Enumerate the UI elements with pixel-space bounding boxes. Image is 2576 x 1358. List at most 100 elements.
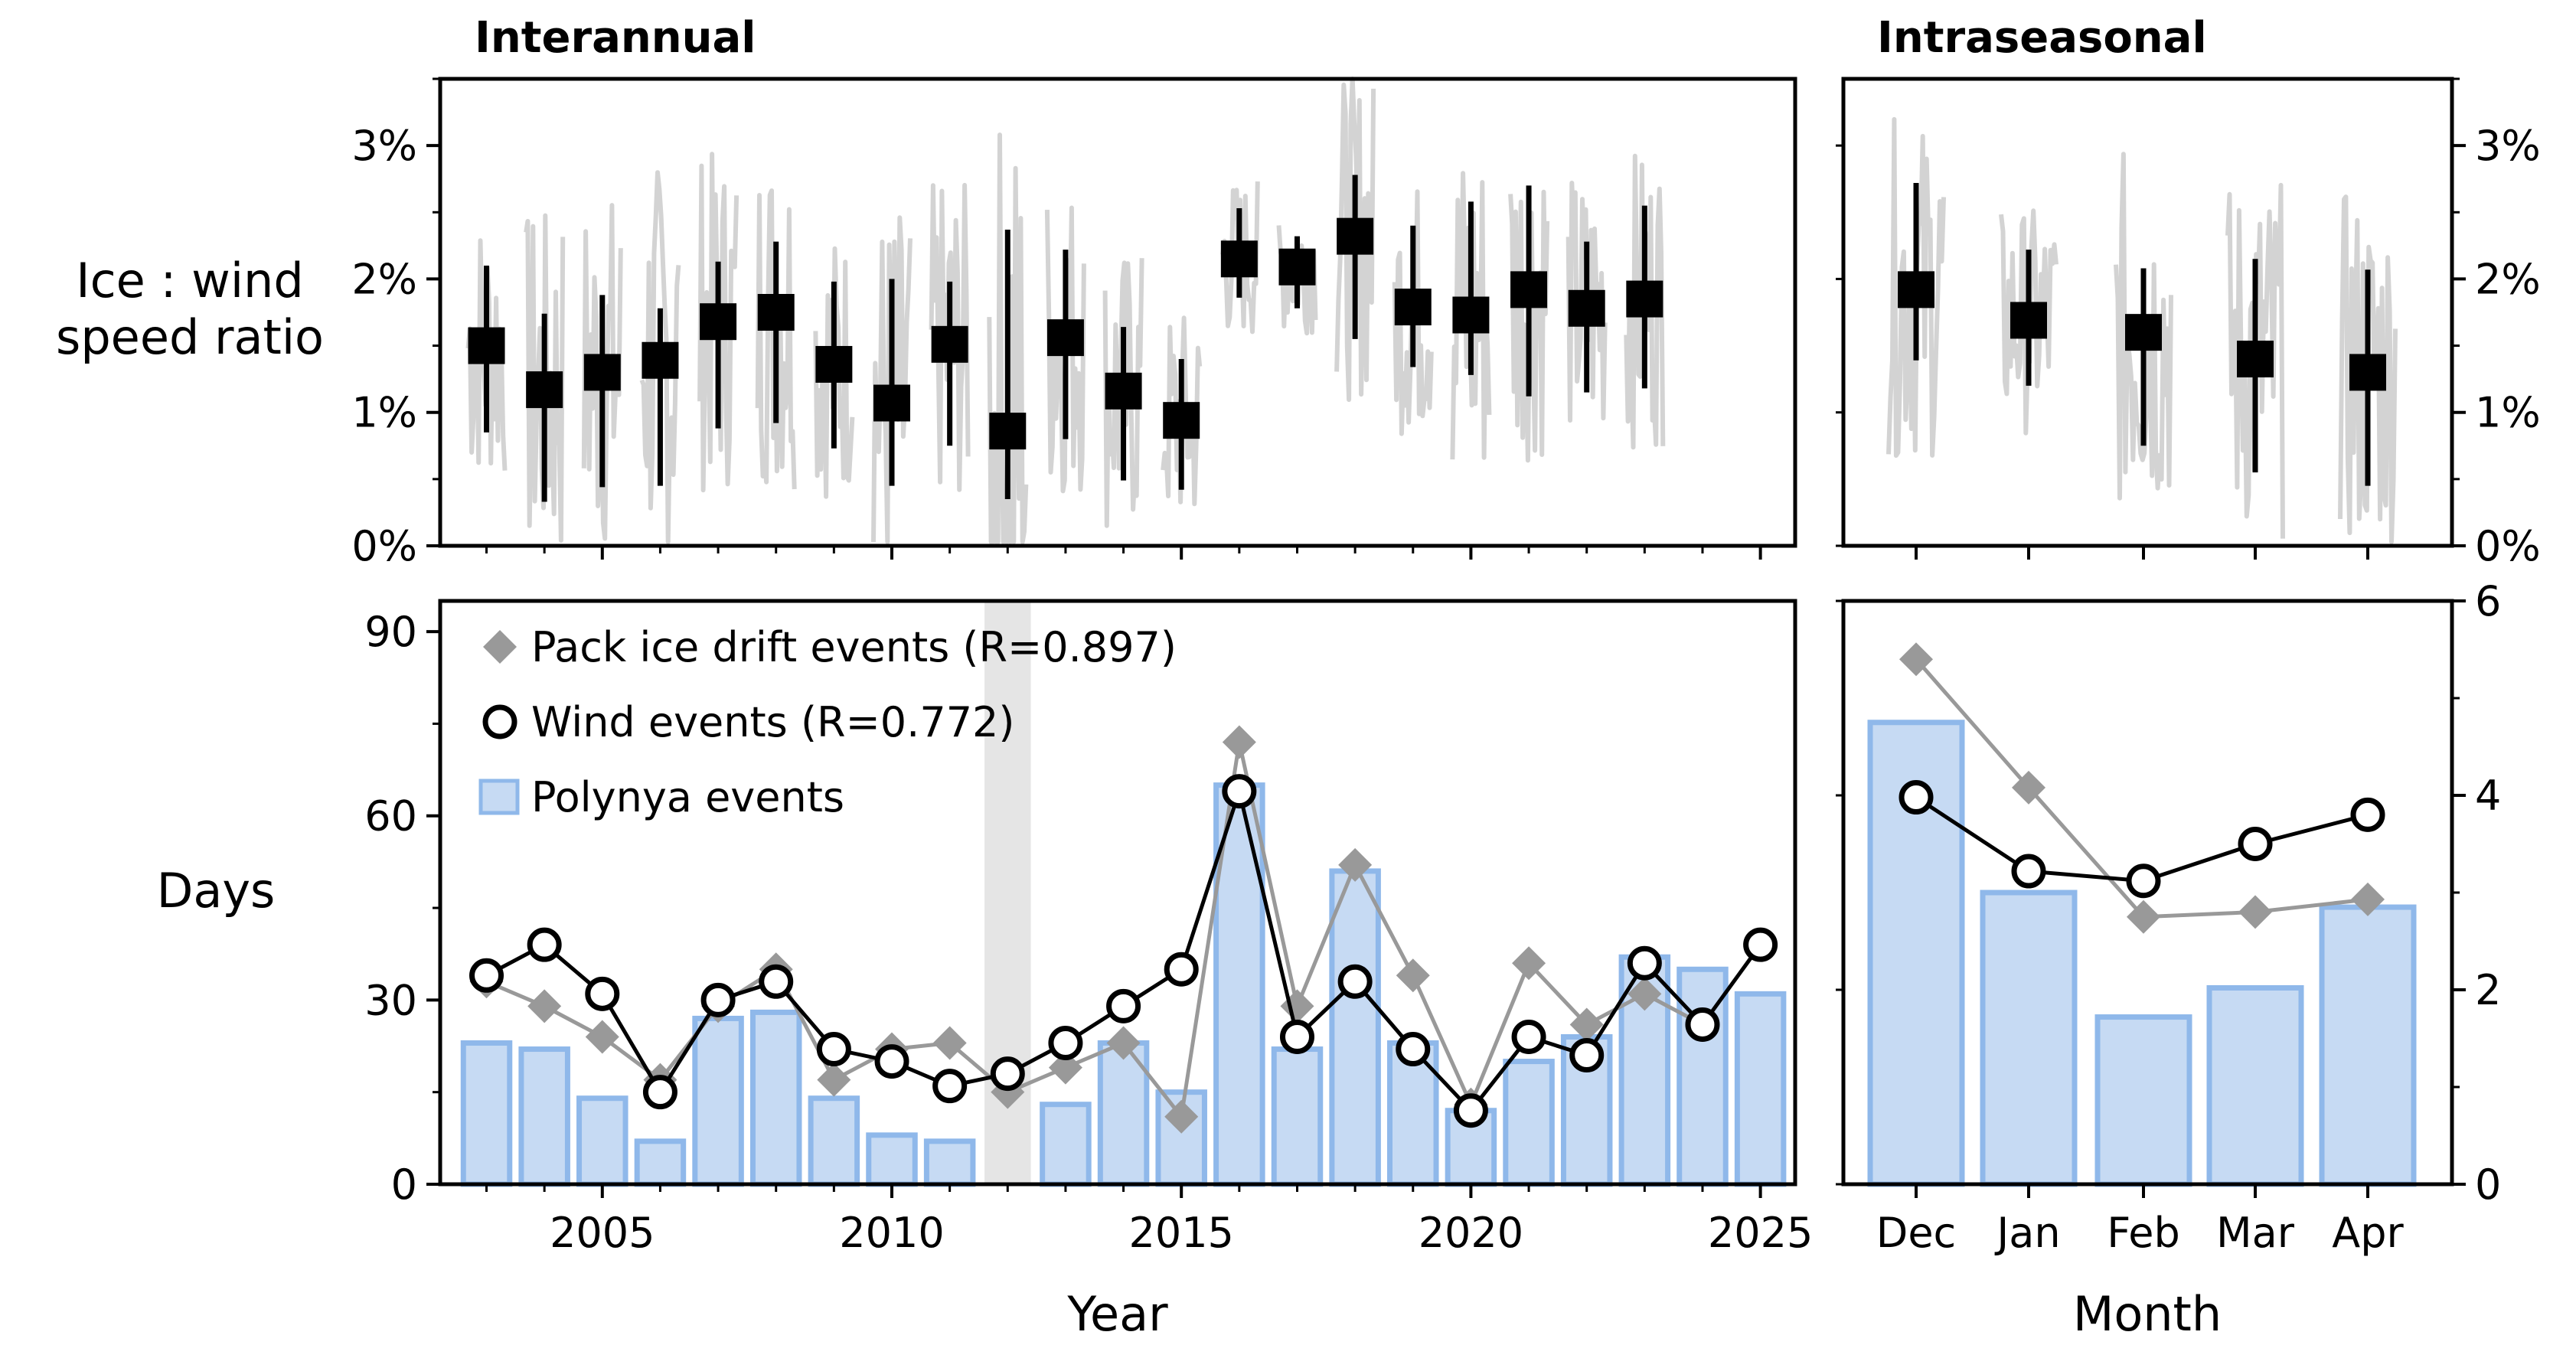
ratio-square-marker [2010,302,2047,339]
pack-ice-diamond-marker [1222,725,1256,759]
wind-circle-marker [527,927,562,962]
wind-circle-marker [1743,927,1778,962]
pack-ice-diamond-marker [2238,895,2272,929]
x-tick-label: 2020 [1419,1209,1523,1257]
ratio-square-marker [815,345,853,383]
ratio-square-marker [526,371,563,409]
polynya-bar [1734,991,1787,1187]
polynya-bar [460,1040,513,1187]
ratio-square-marker [1394,289,1432,326]
ratio-square-marker [1278,248,1316,286]
polynya-bar [808,1095,860,1187]
ratio-square-marker [1452,296,1490,334]
pack-ice-diamond-marker [1569,1007,1604,1042]
legend-bar-patch [478,779,520,815]
ratio-square-marker [1568,289,1605,327]
ratio-ylabel-line1: Ice : wind [76,253,303,308]
intraseasonal-events-frame [1841,599,2454,1187]
wind-circle-marker [1337,964,1373,999]
wind-circle-marker [642,1075,677,1110]
polynya-bar [2094,1014,2192,1187]
legend-item-polynya: Polynya events [478,773,844,821]
wind-circle-marker [2350,797,2385,832]
y-tick-label: 0 [391,1161,417,1209]
pack-ice-diamond-marker [2351,882,2385,916]
ratio-square-marker [642,341,679,379]
wind-circle-marker [2126,863,2161,899]
ratio-square-marker [1046,319,1084,357]
ratio-square-marker [1220,240,1258,278]
x-tick-label: Apr [2332,1209,2404,1257]
interannual-ratio-ticks: 0% 1% 2% 3% [351,77,1762,570]
intraseasonal-event-lines [1899,642,2385,934]
polynya-bar [1503,1059,1555,1187]
wind-circle-marker [1453,1093,1488,1128]
legend-label-polynya: Polynya events [531,773,844,821]
panel-title-intraseasonal: Intraseasonal [1877,13,2207,63]
polynya-bar [518,1046,570,1187]
y-tick-label: 30 [364,976,417,1024]
grey-ratio-trace [929,182,971,492]
ratio-square-marker [873,384,910,422]
ratio-square-marker [2125,314,2162,351]
y-tick-label-right: 6 [2475,577,2501,625]
pack-ice-diamond-marker [2012,770,2045,805]
wind-circle-marker [1279,1019,1314,1054]
wind-circle-marker [1106,988,1141,1023]
polynya-bar [923,1138,976,1187]
ratio-square-marker [1898,271,1934,308]
legend-label-wind: Wind events (R=0.772) [531,698,1014,746]
pack-ice-diamond-marker [2127,899,2160,934]
y-tick-label-right: 1% [2475,389,2541,437]
pack-ice-diamond-marker [585,1020,619,1054]
intraseasonal-ratio-frame [1841,77,2454,548]
wind-circle-marker [1511,1019,1546,1054]
wind-circle-marker [1899,780,1934,815]
ratio-square-marker [1337,217,1374,255]
pack-ice-diamond-marker [527,989,562,1023]
x-tick-label: Dec [1876,1209,1957,1257]
polynya-bar [576,1095,628,1187]
intraseasonal-ratio-marks [1898,182,2386,486]
interannual-ratio-marks [468,175,1663,502]
legend-item-wind: Wind events (R=0.772) [482,698,1014,746]
grey-ratio-trace [1102,258,1144,528]
month-xlabel: Month [2073,1286,2222,1342]
panel-intraseasonal-ratio: Intraseasonal 0% 1% 2% 3% [1836,13,2541,570]
ratio-square-marker [1626,280,1663,318]
pack-ice-diamond-marker [932,1026,967,1060]
pack-ice-diamond-marker [1396,958,1430,993]
wind-circle-marker [700,982,736,1017]
wind-circle-marker [874,1044,909,1079]
panel-interannual-ratio: Interannual Ice : wind speed ratio 0% 1% 2… [56,13,1797,570]
intraseasonal-polynya-bars [1867,720,2417,1187]
pack-ice-diamond-marker [1164,1099,1199,1134]
polynya-bar [1040,1102,1092,1187]
polynya-bar [1329,868,1381,1187]
ratio-ylabel-line2: speed ratio [56,309,324,365]
grey-ratio-trace [2114,152,2173,501]
x-tick-label: Feb [2107,1209,2180,1257]
x-tick-label: 2005 [550,1209,655,1257]
polynya-bar [634,1138,687,1187]
polynya-bar [2206,984,2304,1187]
wind-circle-marker [759,964,794,999]
y-tick-label: 3% [351,122,417,170]
wind-circle-marker [585,976,620,1011]
y-tick-label: 2% [351,255,417,303]
ratio-square-marker [989,413,1027,450]
panel-intraseasonal-events: 0 2 4 6 Dec Jan Feb Mar Apr Month [1836,577,2501,1342]
pack-ice-diamond-marker [1106,1026,1141,1060]
panel-title-interannual: Interannual [475,13,756,63]
x-tick-label: Jan [1994,1209,2060,1257]
x-tick-label: 2015 [1128,1209,1233,1257]
x-tick-label: 2010 [839,1209,944,1257]
wind-circle-marker [990,1056,1025,1092]
wind-circle-marker [932,1069,968,1104]
legend-item-pack-ice: Pack ice drift events (R=0.897) [483,623,1177,671]
ratio-square-marker [1163,402,1200,439]
legend-diamond-marker [483,630,517,664]
interannual-events-ticks: 0 30 60 90 2005 2010 2015 2020 2025 [364,608,1813,1257]
polynya-bar [866,1132,918,1187]
polynya-bar [692,1015,744,1187]
